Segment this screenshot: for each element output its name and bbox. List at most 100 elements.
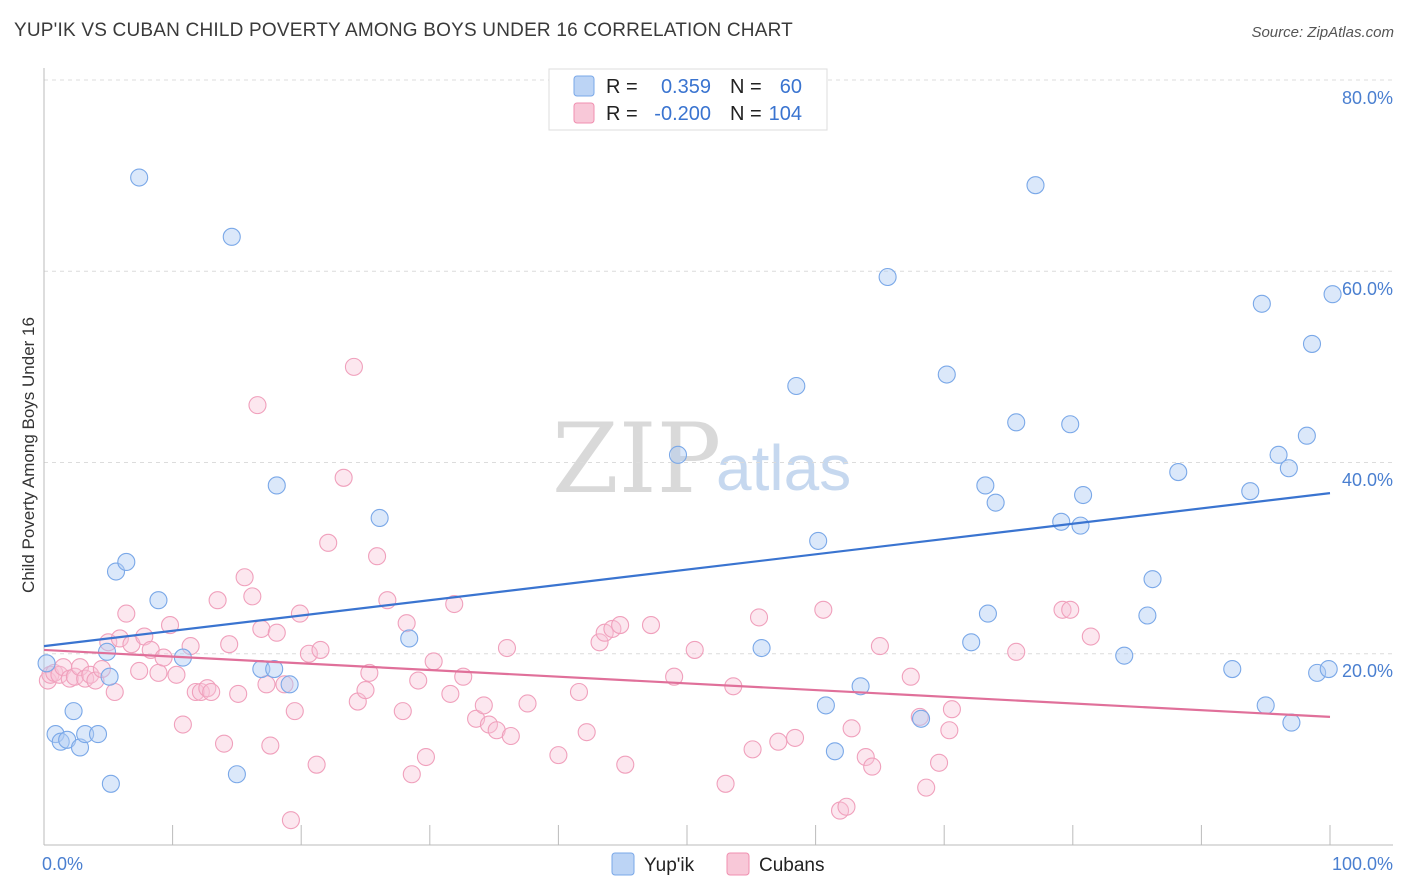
cubans-point-45 — [299, 644, 318, 663]
yupik-point-31 — [878, 267, 897, 287]
cubans-point-40 — [267, 623, 286, 642]
yupik-point-16 — [222, 227, 241, 246]
cubans-point-80 — [641, 616, 661, 635]
cubans-point-46 — [307, 755, 326, 774]
x-tick-label-0: 0.0% — [42, 854, 83, 874]
cubans-point-71 — [518, 694, 537, 713]
yupik-point-49 — [1241, 482, 1260, 501]
yupik-point-32 — [912, 709, 931, 728]
yupik-point-17 — [227, 765, 246, 784]
yupik-point-20 — [267, 476, 286, 495]
cubans-point-36 — [248, 396, 267, 415]
cubans-point-74 — [577, 723, 596, 742]
watermark-zip: ZIP — [552, 403, 721, 515]
cubans-point-62 — [441, 684, 460, 703]
yupik-point-57 — [1308, 663, 1327, 682]
cubans-point-48 — [319, 533, 338, 552]
cubans-point-34 — [235, 568, 254, 587]
yupik-point-30 — [851, 677, 870, 696]
bottom-legend-label-yupik: Yup'ik — [644, 855, 695, 876]
yupik-point-44 — [1115, 646, 1134, 665]
y-tick-label-60: 60.0% — [1342, 279, 1393, 299]
yupik-point-7 — [88, 725, 108, 744]
cubans-point-88 — [785, 728, 805, 747]
cubans-point-69 — [497, 638, 517, 658]
yupik-point-24 — [668, 445, 688, 464]
cubans-point-9 — [81, 665, 100, 684]
legend-r-label-yupik: R = — [606, 76, 638, 98]
grid-lines — [44, 79, 1393, 655]
cubans-point-43 — [285, 702, 304, 721]
yupik-point-41 — [1061, 415, 1080, 434]
cubans-point-85 — [743, 740, 762, 759]
cubans-point-21 — [154, 648, 173, 667]
stats-legend-box — [548, 68, 828, 131]
series-legend: Yup'ik Cubans — [611, 852, 825, 876]
cubans-point-7 — [70, 658, 90, 677]
legend-swatch-yupik — [573, 75, 595, 97]
yupik-point-48 — [1223, 659, 1242, 679]
cubans-point-98 — [917, 778, 936, 797]
yupik-point-40 — [1052, 512, 1071, 531]
cubans-point-31 — [214, 734, 234, 753]
cubans-point-81 — [665, 667, 684, 686]
cubans-point-58 — [402, 765, 421, 784]
yupik-point-58 — [1319, 659, 1338, 679]
bottom-legend-label-cubans: Cubans — [759, 855, 825, 876]
yupik-point-33 — [937, 365, 956, 384]
y-tick-label-40: 40.0% — [1342, 470, 1393, 490]
cubans-point-20 — [149, 663, 168, 682]
bottom-legend-swatch-yupik — [611, 852, 635, 876]
yupik-point-6 — [76, 725, 95, 744]
chart-source: Source: ZipAtlas.com — [1251, 24, 1394, 41]
yupik-point-22 — [370, 508, 389, 528]
cubans-point-42 — [281, 811, 300, 830]
cubans-point-30 — [208, 591, 227, 610]
yupik-point-23 — [400, 629, 419, 648]
yupik-point-27 — [809, 531, 828, 550]
legend-n-value-cubans: 104 — [769, 103, 802, 125]
cubans-point-104 — [1061, 600, 1080, 619]
cubans-point-83 — [716, 774, 735, 793]
yupik-point-19 — [265, 659, 284, 679]
cubans-point-86 — [749, 608, 769, 627]
yupik-point-51 — [1256, 696, 1275, 715]
legend-r-value-cubans: -0.200 — [654, 103, 711, 125]
cubans-point-38 — [257, 675, 276, 694]
cubans-point-54 — [368, 547, 387, 566]
yupik-point-2 — [51, 732, 70, 751]
legend-swatch-cubans — [573, 102, 595, 124]
cubans-point-41 — [275, 675, 294, 694]
cubans-point-50 — [344, 357, 363, 376]
legend-n-label-cubans: N = — [730, 103, 762, 125]
cubans-point-17 — [130, 661, 149, 681]
cubans-point-33 — [229, 684, 248, 703]
cubans-point-79 — [616, 755, 635, 774]
cubans-point-24 — [173, 715, 192, 734]
cubans-point-60 — [416, 747, 435, 767]
cubans-point-52 — [356, 681, 375, 700]
cubans-point-26 — [186, 682, 205, 702]
yupik-point-38 — [1007, 413, 1026, 432]
cubans-point-39 — [261, 736, 280, 755]
yupik-point-12 — [117, 552, 136, 572]
axes — [43, 68, 1393, 846]
cubans-point-99 — [930, 753, 949, 772]
cubans-point-11 — [92, 659, 111, 679]
cubans-point-89 — [814, 600, 833, 619]
y-axis-label: Child Poverty Among Boys Under 16 — [19, 317, 38, 593]
yupik-point-36 — [978, 604, 997, 623]
cubans-point-59 — [409, 671, 428, 690]
cubans-point-32 — [220, 635, 239, 654]
yupik-point-54 — [1282, 713, 1301, 732]
cubans-point-37 — [252, 619, 271, 638]
yupik-point-4 — [64, 702, 83, 721]
cubans-point-15 — [117, 604, 136, 623]
yupik-point-53 — [1279, 459, 1298, 478]
yupik-point-39 — [1026, 176, 1045, 195]
cubans-point-91 — [837, 797, 856, 816]
legend-r-label-cubans: R = — [606, 103, 638, 125]
cubans-point-105 — [1081, 627, 1100, 646]
yupik-point-55 — [1297, 426, 1316, 445]
